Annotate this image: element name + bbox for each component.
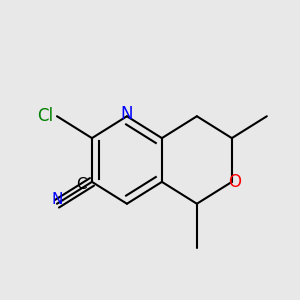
Text: O: O: [228, 173, 241, 191]
Text: Cl: Cl: [38, 107, 53, 125]
Text: N: N: [121, 105, 133, 123]
Text: C: C: [76, 177, 87, 192]
Text: N: N: [51, 193, 63, 208]
